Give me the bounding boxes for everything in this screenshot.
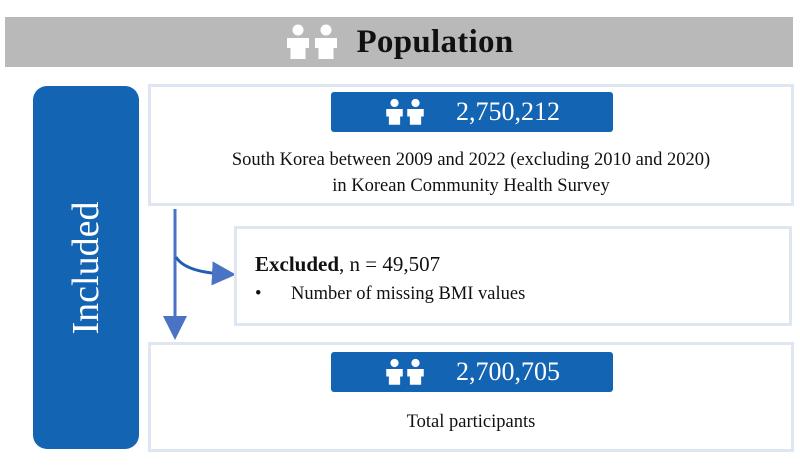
people-icon [386,358,424,385]
header-banner: Population [5,17,793,67]
exclusion-arrow [174,256,236,286]
excluded-label: Excluded [255,252,340,276]
excluded-count: , n = 49,507 [339,252,441,276]
page-title: Population [356,23,514,60]
population-description: South Korea between 2009 and 2022 (exclu… [151,147,791,199]
excluded-reason: • Number of missing BMI values [255,284,525,305]
population-count-badge: 2,750,212 [331,92,613,132]
population-description-line-2: in Korean Community Health Survey [332,176,610,196]
people-icon [386,98,424,125]
total-count: 2,700,705 [456,357,560,386]
bullet: • [255,284,262,304]
population-description-line-1: South Korea between 2009 and 2022 (exclu… [231,150,711,170]
total-count-badge: 2,700,705 [331,352,613,392]
excluded-box: Excluded, n = 49,507 • Number of missing … [234,226,792,326]
excluded-reason-text: Number of missing BMI values [291,284,526,304]
people-icon [287,24,338,59]
excluded-heading: Excluded, n = 49,507 [255,252,440,277]
population-count: 2,750,212 [456,97,560,126]
total-box: 2,700,705 Total participants [148,342,794,452]
included-sidebar: Included [33,86,139,449]
total-description: Total participants [406,412,536,432]
population-box: 2,750,212 South Korea between 2009 and 2… [148,84,794,206]
